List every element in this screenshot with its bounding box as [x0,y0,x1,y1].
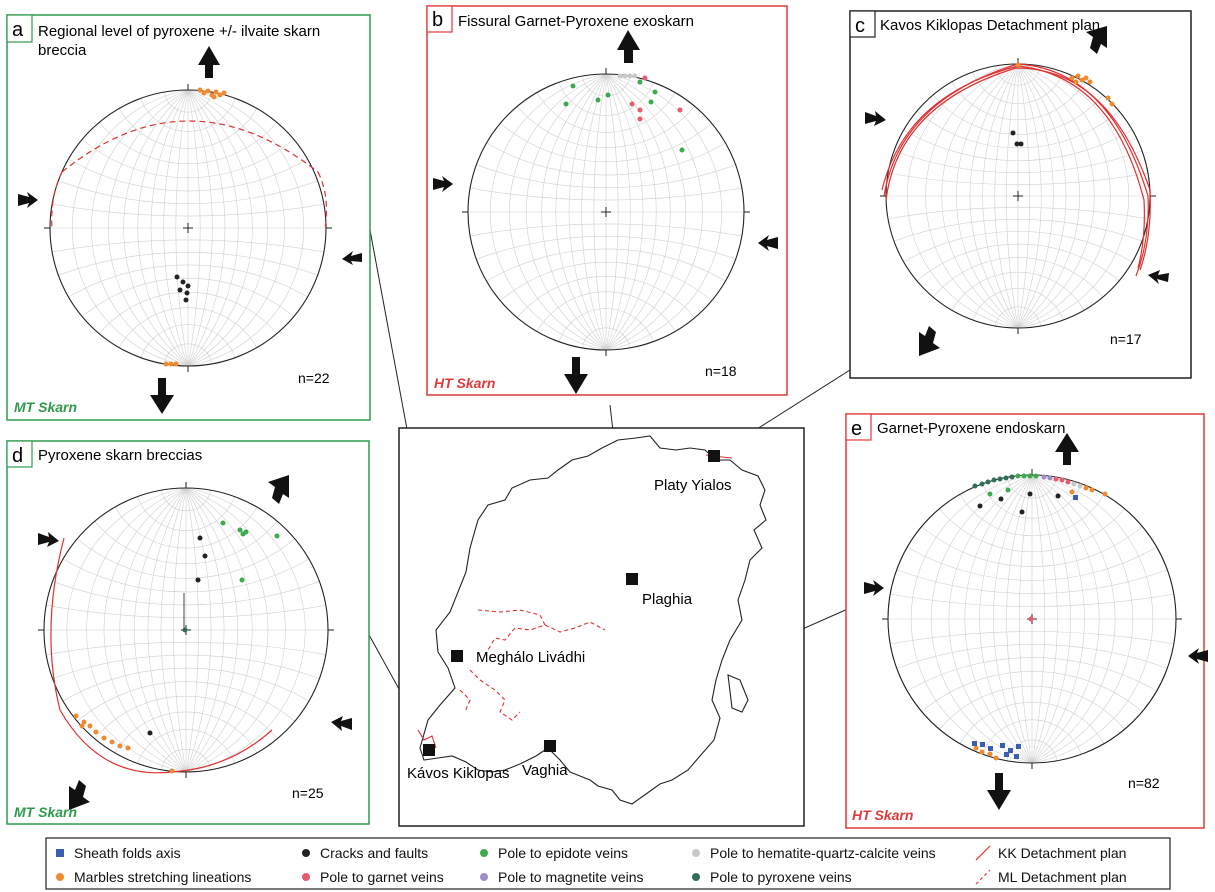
legend-symbol [302,873,310,881]
legend-label: Sheath folds axis [74,845,181,861]
panel-b-count: n=18 [705,363,737,379]
panel-c-frame [849,10,1192,379]
panel-e: e Garnet-Pyroxene endoskarn [845,413,1208,829]
legend-item: Pole to garnet veins [302,869,444,885]
panel-c-count: n=17 [1110,331,1142,347]
locality-marker-plaghia [626,573,638,585]
panel-a-frame [6,14,371,421]
panel-b: b Fissural Garnet-Pyroxene exoskarn n=18… [426,5,788,396]
panel-a-title-2: breccia [38,42,87,59]
locality-marker-platy-yialos [708,450,720,462]
legend-item: Sheath folds axis [56,845,181,861]
legend-symbol [480,873,488,881]
map: Platy Yialos Plaghia Meghálo Livádhi Káv… [398,427,805,827]
panel-a: a Regional level of pyroxene +/- ilvaite… [6,14,371,421]
legend-label: Pole to epidote veins [498,845,628,861]
panel-a-count: n=22 [298,370,330,386]
panel-a-skarn: MT Skarn [14,399,77,415]
legend-label: KK Detachment plan [998,845,1126,861]
legend-symbol [56,849,64,857]
legend-item: Pole to epidote veins [480,845,628,861]
island-outline [419,435,767,805]
panel-c-letter: c [855,15,865,37]
legend-label: Marbles stretching lineations [74,869,251,885]
legend-label: Pole to magnetite veins [498,869,644,885]
legend-item: Cracks and faults [302,845,428,861]
legend-label: Pole to garnet veins [320,869,444,885]
locality-kavos-kiklopas: Kávos Kiklopas [407,765,510,782]
legend-symbol [692,849,700,857]
panel-e-letter: e [851,418,862,440]
panel-e-skarn: HT Skarn [852,807,913,823]
panel-d-title: Pyroxene skarn breccias [38,447,202,464]
locality-plaghia: Plaghia [642,591,693,608]
legend: Sheath folds axis Cracks and faults Pole t… [45,837,1171,890]
panel-b-skarn: HT Skarn [434,375,495,391]
panel-d-count: n=25 [292,785,324,801]
panel-b-letter: b [432,9,443,31]
legend-symbol [480,849,488,857]
panel-c-title: Kavos Kiklopas Detachment plan [880,17,1100,34]
panel-d: d Pyroxene skarn breccias n=25 MT Skarn [6,440,370,825]
legend-symbol [975,845,991,861]
legend-item: Marbles stretching lineations [56,869,251,885]
legend-items: Sheath folds axis Cracks and faults Pole t… [56,845,1127,885]
locality-meghalo-livadhi: Meghálo Livádhi [476,649,585,666]
legend-item: Pole to hematite-quartz-calcite veins [692,845,936,861]
legend-symbol [692,873,700,881]
legend-symbol [56,873,64,881]
panel-e-count: n=82 [1128,775,1160,791]
locality-marker-vaghia [544,740,556,752]
panel-d-net [38,482,334,778]
panel-a-title: Regional level of pyroxene +/- ilvaite s… [38,23,320,40]
map-frame [398,427,805,827]
legend-item: Pole to pyroxene veins [692,869,852,885]
panel-c: c Kavos Kiklopas Detachment plan n=17 [849,10,1192,379]
legend-label: Cracks and faults [320,845,428,861]
panel-b-frame [426,5,788,396]
legend-frame [45,837,1171,890]
panel-b-title: Fissural Garnet-Pyroxene exoskarn [458,13,694,30]
legend-item: Pole to magnetite veins [480,869,644,885]
locality-marker-meghalo-livadhi [451,650,463,662]
panel-e-title: Garnet-Pyroxene endoskarn [877,420,1065,437]
panel-b-net [462,68,750,356]
legend-label: Pole to pyroxene veins [710,869,852,885]
panel-d-letter: d [12,445,23,467]
panel-a-letter: a [12,19,24,41]
legend-label: Pole to hematite-quartz-calcite veins [710,845,936,861]
locality-platy-yialos: Platy Yialos [654,477,732,494]
locality-vaghia: Vaghia [522,762,568,779]
locality-marker-kavos-kiklopas [423,744,435,756]
legend-symbol [302,849,310,857]
panel-c-net [880,58,1156,334]
panel-d-skarn: MT Skarn [14,804,77,820]
legend-item: KK Detachment plan [975,845,1126,861]
legend-item: ML Detachment plan [975,869,1127,885]
legend-label: ML Detachment plan [998,869,1127,885]
